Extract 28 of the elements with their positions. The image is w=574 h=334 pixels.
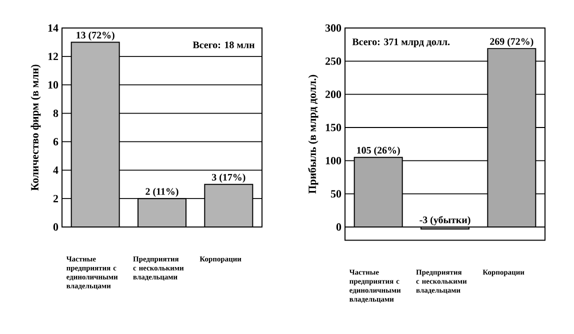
- bar: [138, 198, 186, 227]
- y-tick-label: 100: [326, 156, 342, 164]
- y-tick-label: 14: [48, 24, 58, 32]
- y-tick-label: 0: [336, 223, 342, 231]
- bar: [204, 184, 254, 227]
- y-tick-label: 12: [48, 52, 58, 60]
- data-label: 3 (17%): [212, 174, 246, 183]
- y-tick-label: 150: [326, 124, 342, 132]
- y-tick-label: 8: [53, 110, 58, 117]
- data-label: 13 (72%): [76, 31, 114, 41]
- y-tick-label: 6: [53, 138, 58, 146]
- y-tick-label: 200: [326, 90, 342, 98]
- y-tick-label: 300: [325, 24, 342, 32]
- data-label: 269 (72%): [490, 38, 534, 47]
- data-label: -3 (убытки): [420, 216, 470, 226]
- y-tick-label: 10: [48, 81, 58, 89]
- y-axis-title: Прибыль (в млрд долл.): [308, 74, 318, 194]
- y-tick-label: 2: [53, 194, 58, 202]
- data-label: 2 (11%): [146, 188, 178, 197]
- annotation: Всего: 371 млрд долл.: [352, 38, 450, 48]
- y-tick-label: 4: [53, 166, 58, 174]
- y-axis-title: Количество фирм (в млн): [30, 64, 41, 191]
- y-tick-label: 50: [330, 190, 342, 198]
- y-tick-label: 250: [326, 57, 342, 65]
- y-tick-label: 0: [53, 223, 58, 231]
- annotation: Всего: 18 млн: [192, 42, 255, 48]
- bar: [70, 42, 120, 227]
- data-label: 105 (26%): [357, 146, 400, 156]
